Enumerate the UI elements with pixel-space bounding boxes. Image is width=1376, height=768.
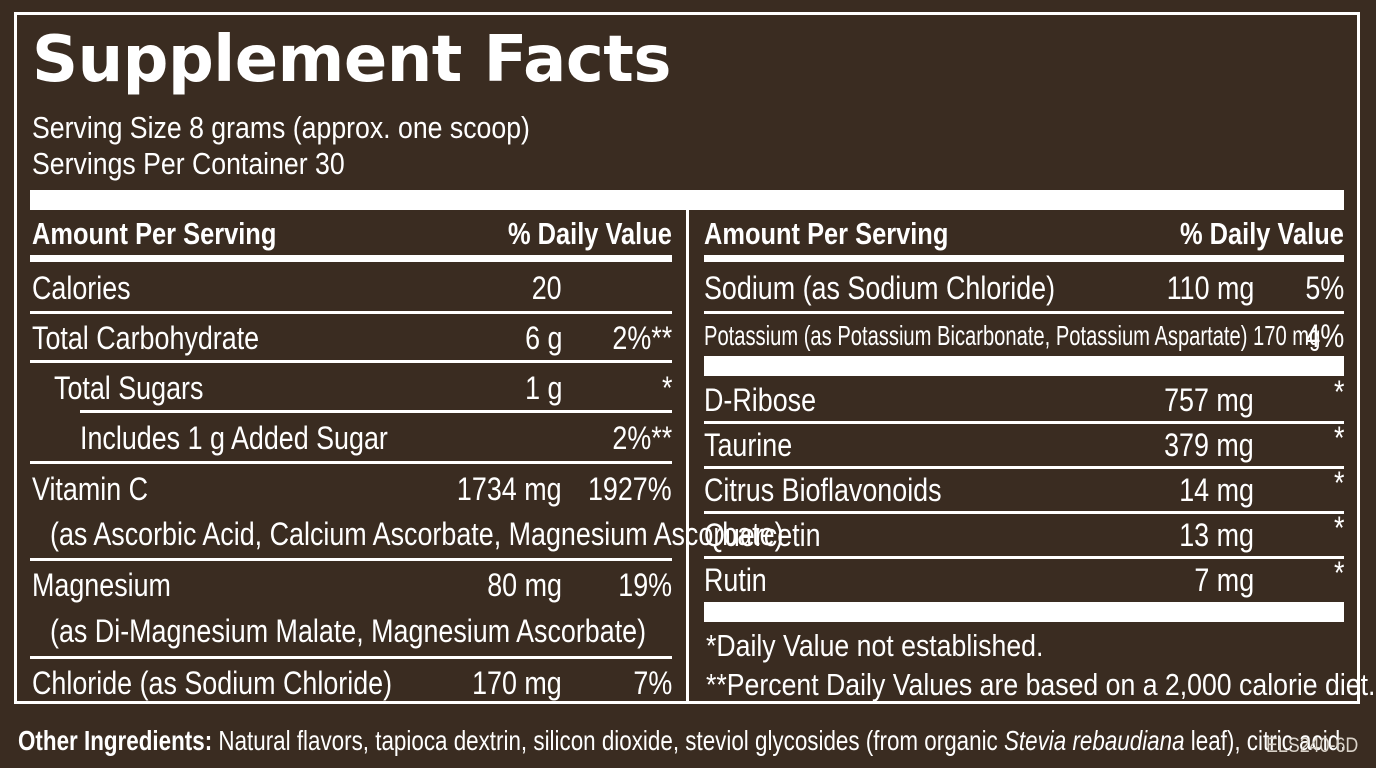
nutrient-dv: 7% xyxy=(633,665,672,701)
nutrient-dv: 1927% xyxy=(588,471,672,507)
nutrient-name: Quercetin xyxy=(704,517,821,553)
nutrient-dv: 19% xyxy=(618,567,672,603)
nutrient-name: Potassium (as Potassium Bicarbonate, Pot… xyxy=(704,320,1321,351)
nutrient-name: Includes 1 g Added Sugar xyxy=(80,420,388,456)
nutrient-amount: 757 mg xyxy=(1164,382,1254,418)
right-table-header: Amount Per Serving % Daily Value xyxy=(704,214,1344,254)
nutrient-name: Taurine xyxy=(704,427,793,463)
ingredients-label: Other Ingredients: xyxy=(18,725,213,756)
ingredients-text-before: Natural flavors, tapioca dextrin, silico… xyxy=(212,725,1004,756)
row-rule xyxy=(80,410,672,413)
serving-size: Serving Size 8 grams (approx. one scoop) xyxy=(32,110,530,145)
footnote-percent-basis: **Percent Daily Values are based on a 2,… xyxy=(706,667,1376,702)
ingredients-text-after: leaf), citric acid. xyxy=(1184,725,1347,756)
nutrient-amount: 6 g xyxy=(524,320,562,356)
nutrient-name: Total Sugars xyxy=(54,370,204,406)
nutrient-name: Total Carbohydrate xyxy=(32,320,260,356)
left-header-amount: Amount Per Serving xyxy=(32,216,277,251)
nutrient-dv: 4% xyxy=(1305,318,1344,354)
nutrient-amount: 379 mg xyxy=(1164,427,1254,463)
row-rule xyxy=(30,360,672,363)
nutrient-amount: 14 mg xyxy=(1179,472,1254,508)
nutrient-source: (as Di-Magnesium Malate, Magnesium Ascor… xyxy=(50,613,647,649)
nutrient-amount: 1 g xyxy=(524,370,562,406)
servings-per-container: Servings Per Container 30 xyxy=(32,146,345,181)
nutrient-name: Sodium (as Sodium Chloride) xyxy=(704,270,1056,306)
nutrient-amount: 170 mg xyxy=(472,665,562,701)
nutrient-source: (as Ascorbic Acid, Calcium Ascorbate, Ma… xyxy=(50,516,784,552)
row-rule xyxy=(704,311,1344,314)
nutrient-dv: * xyxy=(1333,555,1344,591)
nutrient-name: Chloride (as Sodium Chloride) xyxy=(32,665,393,701)
nutrient-amount: 1734 mg xyxy=(457,471,562,507)
row-rule xyxy=(30,311,672,314)
nutrient-name: Rutin xyxy=(704,562,767,598)
left-header-dv: % Daily Value xyxy=(508,216,672,251)
section-thick-rule xyxy=(704,356,1344,376)
row-rule xyxy=(704,466,1344,469)
footnote-not-established: *Daily Value not established. xyxy=(706,628,1044,663)
row-rule xyxy=(704,556,1344,559)
right-header-dv: % Daily Value xyxy=(1180,216,1344,251)
nutrient-dv: * xyxy=(661,370,672,406)
product-code: ELS240-6D xyxy=(1266,734,1359,757)
nutrient-dv: * xyxy=(1333,510,1344,546)
nutrient-dv: * xyxy=(1333,374,1344,410)
nutrient-dv: * xyxy=(1333,420,1344,456)
nutrient-amount: 80 mg xyxy=(487,567,562,603)
left-table-header: Amount Per Serving % Daily Value xyxy=(32,214,672,254)
column-divider xyxy=(686,210,689,704)
nutrient-dv: * xyxy=(1333,465,1344,501)
nutrient-name: Calories xyxy=(32,270,131,306)
nutrient-name: Citrus Bioflavonoids xyxy=(704,472,942,508)
nutrient-dv: 2%** xyxy=(612,420,672,456)
nutrient-amount: 110 mg xyxy=(1166,270,1254,306)
panel-title: Supplement Facts xyxy=(32,23,671,97)
row-rule xyxy=(30,558,672,561)
other-ingredients: Other Ingredients: Natural flavors, tapi… xyxy=(18,722,1346,760)
nutrient-amount: 20 xyxy=(532,270,562,306)
row-rule xyxy=(30,461,672,464)
left-header-rule xyxy=(30,255,672,262)
row-rule xyxy=(30,656,672,659)
right-header-amount: Amount Per Serving xyxy=(704,216,949,251)
row-rule xyxy=(704,421,1344,424)
nutrient-dv: 2%** xyxy=(612,320,672,356)
footnote-thick-rule xyxy=(704,602,1344,622)
nutrient-name: D-Ribose xyxy=(704,382,817,418)
row-rule xyxy=(704,511,1344,514)
nutrient-dv: 5% xyxy=(1305,270,1344,306)
ingredients-italic: Stevia rebaudiana xyxy=(1003,725,1185,756)
top-thick-rule xyxy=(30,190,1344,210)
nutrient-amount: 13 mg xyxy=(1179,517,1254,553)
right-header-rule xyxy=(704,255,1344,262)
nutrient-name: Vitamin C xyxy=(32,471,149,507)
nutrient-name: Magnesium xyxy=(32,567,171,603)
nutrient-amount: 7 mg xyxy=(1194,562,1254,598)
